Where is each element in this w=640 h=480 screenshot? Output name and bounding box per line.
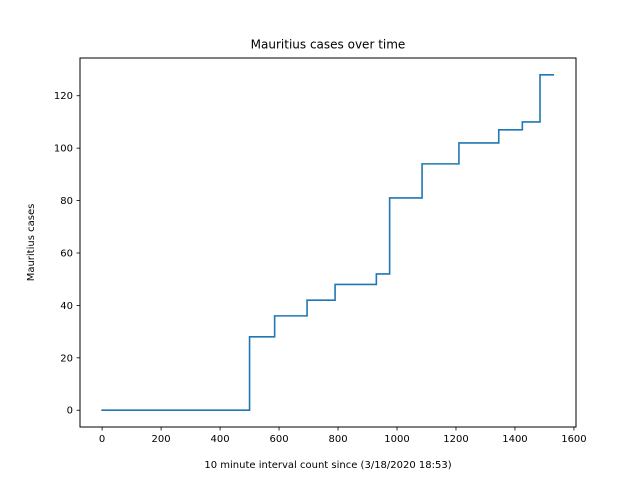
y-tick-label: 120 <box>54 91 73 102</box>
x-tick-label: 0 <box>99 434 105 445</box>
y-tick-label: 60 <box>60 248 73 259</box>
x-tick-label: 1000 <box>384 434 409 445</box>
x-tick-label: 600 <box>270 434 289 445</box>
x-tick-label: 1400 <box>502 434 527 445</box>
y-axis-label: Mauritius cases <box>26 204 37 282</box>
series-line <box>101 73 555 412</box>
x-tick-label: 1600 <box>561 434 586 445</box>
x-tick-label: 200 <box>152 434 171 445</box>
x-tick-label: 400 <box>211 434 230 445</box>
plot-background <box>80 58 576 427</box>
plot-frame <box>79 57 577 428</box>
y-tick-label: 20 <box>60 353 73 364</box>
chart-title: Mauritius cases over time <box>251 38 406 52</box>
series-layer <box>101 73 555 412</box>
x-axis-label: 10 minute interval count since (3/18/202… <box>204 460 451 471</box>
y-tick-label: 0 <box>67 406 73 417</box>
x-axis-ticks: 0 200 400 600 800 1000 1200 1400 1600 <box>99 427 587 445</box>
plot-area: 0 200 400 600 800 1000 1200 1400 1600 0 20 40 60 80 1… <box>54 57 587 445</box>
x-tick-label: 800 <box>328 434 347 445</box>
y-tick-label: 40 <box>60 301 73 312</box>
y-axis-ticks: 0 20 40 60 80 100 120 <box>54 91 80 417</box>
y-tick-label: 100 <box>54 144 73 155</box>
y-tick-label: 80 <box>60 196 73 207</box>
x-tick-label: 1200 <box>443 434 468 445</box>
